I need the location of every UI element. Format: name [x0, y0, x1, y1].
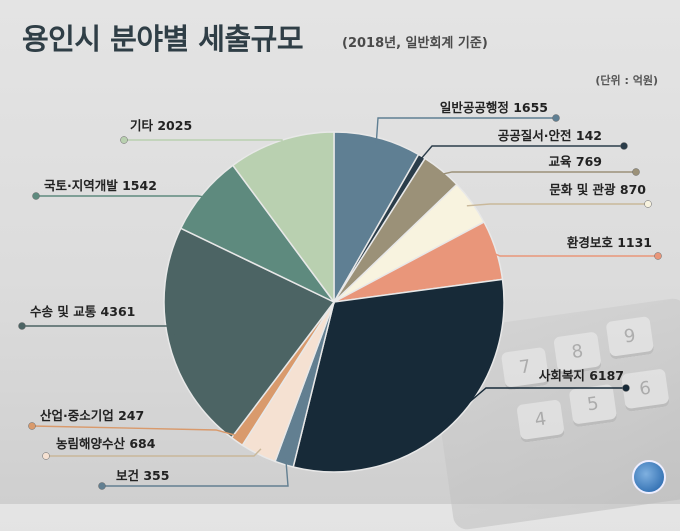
leader-line — [124, 139, 284, 147]
city-logo-icon — [632, 460, 666, 494]
slice-label: 보건 355 — [116, 468, 169, 483]
page-subtitle: (2018년, 일반회계 기준) — [342, 36, 488, 51]
pie-slices — [163, 131, 505, 473]
leader-dot — [98, 482, 106, 490]
leader-dot — [644, 200, 652, 208]
slice-label: 교육 769 — [549, 154, 602, 169]
leader-dot — [620, 142, 628, 150]
leader-line — [418, 145, 624, 163]
page-title: 용인시 분야별 세출규모 — [22, 22, 304, 56]
leader-line — [489, 251, 658, 257]
leader-dot — [42, 452, 50, 460]
leader-line — [36, 195, 208, 199]
slice-label: 공공질서·안전 142 — [498, 128, 602, 143]
slice-label: 수송 및 교통 4361 — [30, 304, 135, 319]
leader-dot — [632, 168, 640, 176]
leader-line — [102, 458, 289, 487]
slice-label: 환경보호 1131 — [567, 235, 652, 250]
slice-label: 문화 및 관광 870 — [549, 182, 646, 197]
slice-label: 사회복지 6187 — [539, 368, 624, 383]
slice-label: 산업·중소기업 247 — [40, 408, 144, 423]
leader-line — [466, 203, 648, 207]
leader-dot — [28, 422, 36, 430]
pie-chart: 일반공공행정 1655 공공질서·안전 142 교육 769 문화 및 관광 870 환… — [18, 100, 662, 490]
leader-line — [46, 448, 262, 457]
leader-line — [31, 425, 241, 438]
slice-label: 농림해양수산 684 — [56, 436, 156, 451]
leader-dot — [622, 384, 630, 392]
leader-line — [443, 387, 626, 425]
leader-line — [437, 171, 636, 176]
leader-line — [375, 117, 556, 144]
unit-label: (단위 : 억원) — [595, 74, 658, 87]
leader-dot — [654, 252, 662, 260]
slice-label: 국토·지역개발 1542 — [44, 178, 157, 193]
leader-dot — [120, 136, 128, 144]
leader-dot — [32, 192, 40, 200]
pie-slice — [333, 131, 420, 305]
leader-dot — [552, 114, 560, 122]
leader-dot — [18, 322, 26, 330]
slice-label: 기타 2025 — [130, 118, 192, 133]
pie-slice — [163, 227, 336, 439]
leader-line — [22, 325, 177, 341]
pie-slice — [292, 278, 505, 473]
slice-label: 일반공공행정 1655 — [440, 100, 548, 115]
